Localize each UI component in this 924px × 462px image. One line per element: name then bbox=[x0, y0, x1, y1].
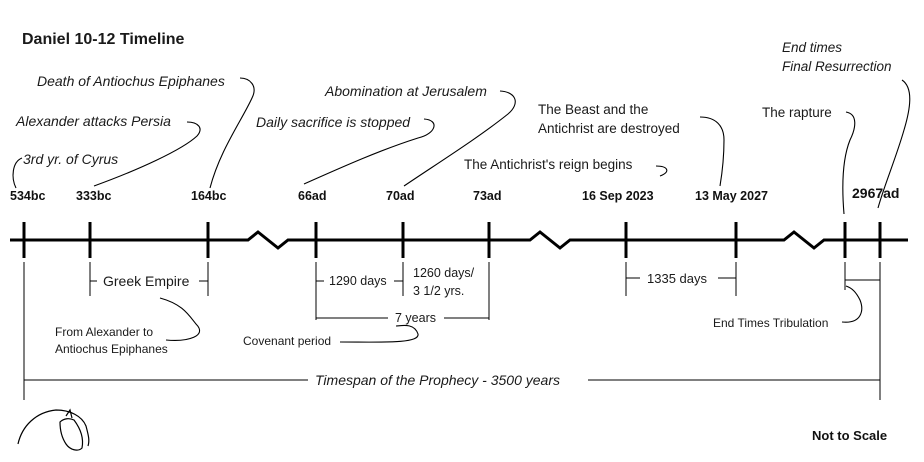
marker-label: 66ad bbox=[298, 189, 327, 203]
event-alexander: Alexander attacks Persia bbox=[15, 113, 171, 129]
span-1335-days: 1335 days bbox=[647, 271, 707, 286]
span-from-alexander-line1: From Alexander to bbox=[55, 325, 153, 339]
marker-label: 164bc bbox=[191, 189, 226, 203]
event-antiochus: Death of Antiochus Epiphanes bbox=[37, 73, 225, 89]
event-beast-line1: The Beast and the bbox=[538, 102, 648, 117]
event-beast-line2: Antichrist are destroyed bbox=[538, 121, 680, 136]
span-connectors bbox=[159, 285, 863, 343]
not-to-scale-note: Not to Scale bbox=[812, 428, 887, 443]
event-rapture: The rapture bbox=[762, 105, 832, 120]
span-greek-empire: Greek Empire bbox=[103, 273, 190, 289]
timeline-axis bbox=[10, 230, 908, 250]
marker-label: 73ad bbox=[473, 189, 502, 203]
marker-label: 70ad bbox=[386, 189, 415, 203]
marker-label: 13 May 2027 bbox=[695, 189, 768, 203]
marker-label: 333bc bbox=[76, 189, 111, 203]
span-1260-days: 1260 days/ bbox=[413, 266, 475, 280]
span-3-half-years: 3 1/2 yrs. bbox=[413, 284, 464, 298]
event-sacrifice: Daily sacrifice is stopped bbox=[256, 114, 411, 130]
event-antichrist-reign: The Antichrist's reign begins bbox=[464, 157, 633, 172]
horse-logo-icon bbox=[17, 408, 90, 451]
date-markers: 534bc 333bc 164bc 66ad 70ad 73ad 16 Sep … bbox=[10, 185, 899, 203]
span-tribulation: End Times Tribulation bbox=[713, 316, 828, 330]
diagram-title: Daniel 10-12 Timeline bbox=[22, 31, 185, 48]
event-connectors bbox=[12, 77, 911, 215]
span-1290-days: 1290 days bbox=[329, 274, 387, 288]
marker-label: 534bc bbox=[10, 189, 45, 203]
events-above: 3rd yr. of Cyrus Alexander attacks Persi… bbox=[15, 40, 892, 172]
event-cyrus: 3rd yr. of Cyrus bbox=[23, 151, 118, 167]
event-abomination: Abomination at Jerusalem bbox=[324, 83, 487, 99]
marker-label: 16 Sep 2023 bbox=[582, 189, 654, 203]
span-covenant-period: Covenant period bbox=[243, 334, 331, 348]
span-7-years: 7 years bbox=[395, 311, 436, 325]
marker-label: 2967ad bbox=[852, 185, 899, 201]
event-end-times: End times bbox=[782, 40, 842, 55]
span-brackets bbox=[23, 262, 881, 400]
span-timespan: Timespan of the Prophecy - 3500 years bbox=[315, 372, 560, 388]
event-final-resurrection: Final Resurrection bbox=[782, 59, 892, 74]
timeline-ticks bbox=[22, 222, 882, 258]
span-from-alexander-line2: Antiochus Epiphanes bbox=[55, 342, 168, 356]
span-labels: Greek Empire From Alexander to Antiochus… bbox=[55, 266, 828, 388]
